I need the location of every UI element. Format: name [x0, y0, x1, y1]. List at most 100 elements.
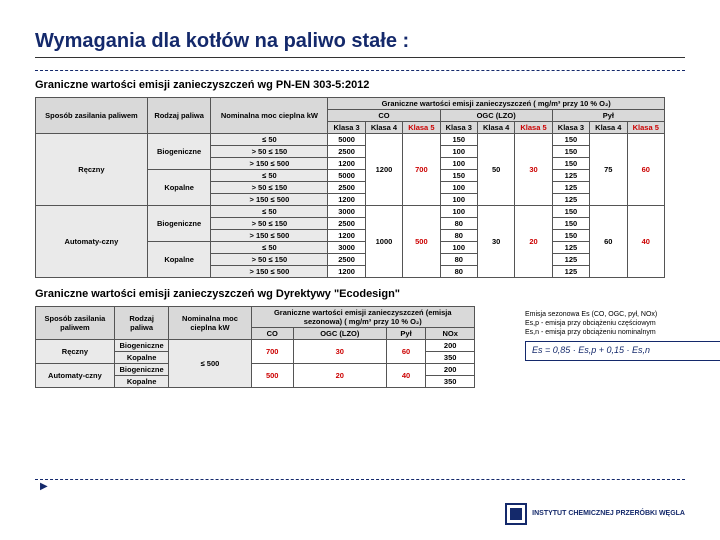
cell: Automaty-czny	[36, 206, 148, 278]
cell: 5000	[328, 134, 365, 146]
cell: Kopalne	[147, 242, 211, 278]
t1-h1: Sposób zasilania paliwem	[36, 98, 148, 134]
cell: 1000	[365, 206, 402, 278]
cell: 30	[515, 134, 552, 206]
t2-h: Nominalna moc cieplna kW	[169, 307, 251, 340]
divider	[35, 70, 685, 71]
cell: Biogeniczne	[147, 206, 211, 242]
t1-k: Klasa 5	[515, 122, 552, 134]
cell: 60	[590, 206, 627, 278]
cell: 125	[552, 170, 589, 182]
side-notes: Emisja sezonowa Es (CO, OGC, pył, NOx) E…	[525, 310, 720, 361]
cell: 2500	[328, 218, 365, 230]
cell: 1200	[328, 194, 365, 206]
cell: ≤ 50	[211, 134, 328, 146]
cell: Biogeniczne	[147, 134, 211, 170]
t1-k: Klasa 3	[552, 122, 589, 134]
t1-k: Klasa 4	[477, 122, 514, 134]
logo: INSTYTUT CHEMICZNEJ PRZERÓBKI WĘGLA	[505, 503, 685, 525]
cell: Automaty-czny	[36, 364, 115, 388]
side-l3: Es,n - emisja przy obciążeniu nominalnym	[525, 328, 720, 337]
cell: 75	[590, 134, 627, 206]
cell: 30	[477, 206, 514, 278]
cell: Ręczny	[36, 134, 148, 206]
cell: Ręczny	[36, 340, 115, 364]
cell: 40	[386, 364, 426, 388]
cell: 100	[440, 158, 477, 170]
cell: 60	[386, 340, 426, 364]
cell: 150	[552, 134, 589, 146]
t2-g: Pył	[386, 328, 426, 340]
cell: 3000	[328, 242, 365, 254]
arrow-icon: ▶	[40, 481, 48, 492]
cell: > 50 ≤ 150	[211, 146, 328, 158]
t1-g-ogc: OGC (LZO)	[440, 110, 552, 122]
cell: Biogeniczne	[114, 364, 169, 376]
cell: 100	[440, 206, 477, 218]
t1-k: Klasa 3	[328, 122, 365, 134]
cell: 125	[552, 194, 589, 206]
cell: 150	[440, 170, 477, 182]
cell: ≤ 50	[211, 242, 328, 254]
logo-text: INSTYTUT CHEMICZNEJ PRZERÓBKI WĘGLA	[532, 510, 685, 518]
cell: 150	[440, 134, 477, 146]
t1-k: Klasa 3	[440, 122, 477, 134]
cell: 50	[477, 134, 514, 206]
cell: ≤ 500	[169, 340, 251, 388]
t1-g-pyl: Pył	[552, 110, 664, 122]
cell: 80	[440, 230, 477, 242]
cell: 150	[552, 158, 589, 170]
t2-g: OGC (LZO)	[293, 328, 386, 340]
cell: 60	[627, 134, 664, 206]
cell: ≤ 50	[211, 206, 328, 218]
table-1: Sposób zasilania paliwem Rodzaj paliwa N…	[35, 97, 665, 278]
t2-hmain: Graniczne wartości emisji zanieczyszczeń…	[251, 307, 474, 328]
cell: 2500	[328, 146, 365, 158]
cell: 700	[403, 134, 440, 206]
cell: 700	[251, 340, 293, 364]
side-formula: Es = 0,85 · Es,p + 0,15 · Es,n	[525, 341, 720, 361]
cell: 20	[515, 206, 552, 278]
cell: Kopalne	[114, 352, 169, 364]
cell: > 150 ≤ 500	[211, 158, 328, 170]
t1-hmain: Graniczne wartości emisji zanieczyszczeń…	[328, 98, 665, 110]
cell: 125	[552, 266, 589, 278]
cell: 125	[552, 182, 589, 194]
cell: 150	[552, 146, 589, 158]
side-l2: Es,p - emisja przy obciążeniu częściowym	[525, 319, 720, 328]
cell: 1200	[365, 134, 402, 206]
t1-k: Klasa 5	[403, 122, 440, 134]
cell: > 150 ≤ 500	[211, 266, 328, 278]
cell: 150	[552, 206, 589, 218]
cell: > 50 ≤ 150	[211, 182, 328, 194]
cell: > 50 ≤ 150	[211, 254, 328, 266]
cell: 150	[552, 230, 589, 242]
cell: Biogeniczne	[114, 340, 169, 352]
t1-h3: Nominalna moc cieplna kW	[211, 98, 328, 134]
cell: 20	[293, 364, 386, 388]
footer-divider	[35, 479, 685, 480]
cell: 150	[552, 218, 589, 230]
cell: Kopalne	[114, 376, 169, 388]
cell: 5000	[328, 170, 365, 182]
t1-k: Klasa 5	[627, 122, 664, 134]
cell: ≤ 50	[211, 170, 328, 182]
t1-k: Klasa 4	[590, 122, 627, 134]
logo-icon	[505, 503, 527, 525]
t2-g: NOx	[426, 328, 475, 340]
side-l1: Emisja sezonowa Es (CO, OGC, pył, NOx)	[525, 310, 720, 319]
table-2: Sposób zasilania paliwem Rodzaj paliwa N…	[35, 306, 475, 388]
cell: 80	[440, 218, 477, 230]
cell: 1200	[328, 158, 365, 170]
cell: 3000	[328, 206, 365, 218]
cell: 40	[627, 206, 664, 278]
cell: 350	[426, 376, 475, 388]
cell: 80	[440, 266, 477, 278]
cell: 2500	[328, 254, 365, 266]
cell: 125	[552, 254, 589, 266]
cell: > 150 ≤ 500	[211, 230, 328, 242]
t2-h: Sposób zasilania paliwem	[36, 307, 115, 340]
cell: 500	[403, 206, 440, 278]
cell: 200	[426, 364, 475, 376]
t2-h: Rodzaj paliwa	[114, 307, 169, 340]
